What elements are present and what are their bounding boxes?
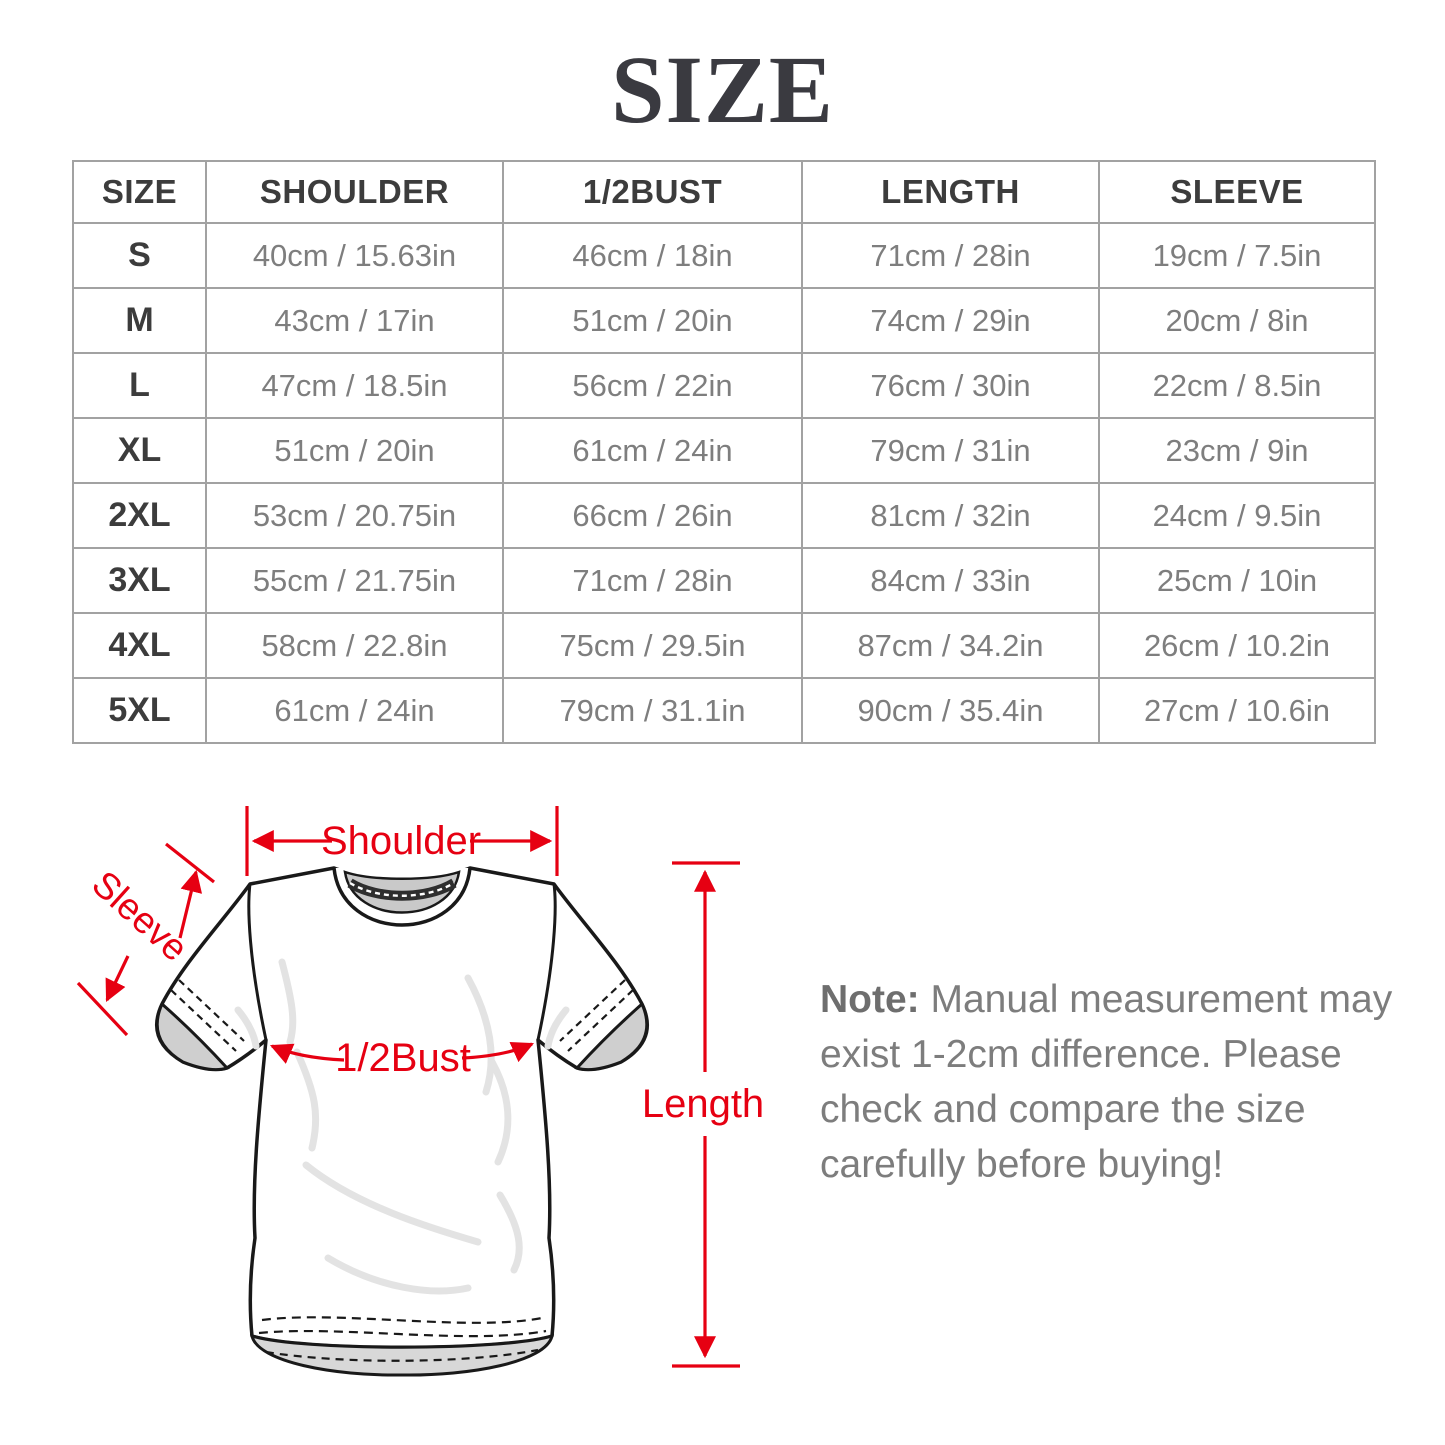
measure-cell: 55cm / 21.75in [205, 547, 504, 614]
measure-cell: 71cm / 28in [502, 547, 803, 614]
shoulder-measure: Shoulder [245, 806, 559, 876]
size-cell: 5XL [72, 677, 207, 744]
bust-label: 1/2Bust [335, 1036, 471, 1080]
size-cell: 2XL [72, 482, 207, 549]
sleeve-label: Sleeve [84, 863, 196, 969]
table-row: 3XL 55cm / 21.75in 71cm / 28in 84cm / 33in 2… [72, 547, 1376, 614]
measure-cell: 25cm / 10in [1098, 547, 1376, 614]
page-title: SIZE [611, 36, 834, 143]
tshirt-graphic [155, 866, 649, 1377]
table-row: 2XL 53cm / 20.75in 66cm / 26in 81cm / 32in 2… [72, 482, 1376, 549]
left-cuff-opening [155, 1001, 230, 1071]
length-measure: Length [642, 861, 764, 1368]
measure-cell: 53cm / 20.75in [205, 482, 504, 549]
tshirt-measurement-diagram: Shoulder Sleeve 1/2Bust Length [76, 806, 764, 1377]
measure-cell: 66cm / 26in [502, 482, 803, 549]
measure-cell: 46cm / 18in [502, 222, 803, 289]
table-row: M 43cm / 17in 51cm / 20in 74cm / 29in 20cm /… [72, 287, 1376, 354]
measure-cell: 43cm / 17in [205, 287, 504, 354]
header-sleeve: SLEEVE [1098, 160, 1376, 224]
hem-band [249, 1333, 555, 1377]
measure-cell: 87cm / 34.2in [801, 612, 1100, 679]
measure-cell: 51cm / 20in [502, 287, 803, 354]
note-line-3: check and compare the size [820, 1088, 1306, 1131]
measure-cell: 40cm / 15.63in [205, 222, 504, 289]
note-line-2: exist 1-2cm difference. Please [820, 1033, 1342, 1076]
note-line-4: carefully before buying! [820, 1143, 1224, 1186]
table-row: L 47cm / 18.5in 56cm / 22in 76cm / 30in 22cm… [72, 352, 1376, 419]
measure-cell: 76cm / 30in [801, 352, 1100, 419]
measure-cell: 79cm / 31.1in [502, 677, 803, 744]
measure-cell: 71cm / 28in [801, 222, 1100, 289]
measure-cell: 51cm / 20in [205, 417, 504, 484]
measure-cell: 20cm / 8in [1098, 287, 1376, 354]
shoulder-label: Shoulder [321, 819, 481, 863]
size-table: SIZE SHOULDER 1/2BUST LENGTH SLEEVE S 40c… [72, 160, 1376, 744]
size-cell: M [72, 287, 207, 354]
measure-cell: 23cm / 9in [1098, 417, 1376, 484]
measure-cell: 74cm / 29in [801, 287, 1100, 354]
measure-cell: 19cm / 7.5in [1098, 222, 1376, 289]
measure-cell: 56cm / 22in [502, 352, 803, 419]
header-size: SIZE [72, 160, 207, 224]
table-header-row: SIZE SHOULDER 1/2BUST LENGTH SLEEVE [72, 160, 1376, 224]
bust-measure: 1/2Bust [269, 1036, 535, 1080]
size-cell: 4XL [72, 612, 207, 679]
wrinkle-lines [234, 958, 570, 1295]
table-row: 5XL 61cm / 24in 79cm / 31.1in 90cm / 35.4in… [72, 677, 1376, 744]
table-row: 4XL 58cm / 22.8in 75cm / 29.5in 87cm / 34.2… [72, 612, 1376, 679]
size-cell: S [72, 222, 207, 289]
length-label: Length [642, 1082, 764, 1126]
measure-cell: 58cm / 22.8in [205, 612, 504, 679]
right-cuff-opening [574, 1001, 649, 1071]
measure-cell: 79cm / 31in [801, 417, 1100, 484]
header-length: LENGTH [801, 160, 1100, 224]
size-table-container: SIZE SHOULDER 1/2BUST LENGTH SLEEVE S 40c… [72, 160, 1376, 744]
measure-cell: 90cm / 35.4in [801, 677, 1100, 744]
cuff-stitches [170, 979, 634, 1052]
table-row: XL 51cm / 20in 61cm / 24in 79cm / 31in 23cm … [72, 417, 1376, 484]
size-table-body: S 40cm / 15.63in 46cm / 18in 71cm / 28in 19c… [72, 222, 1376, 744]
measure-cell: 81cm / 32in [801, 482, 1100, 549]
note-text: Note: Manual measurement may exist 1-2cm… [820, 972, 1410, 1192]
note-line-1: Note: Manual measurement may [820, 978, 1393, 1021]
size-cell: 3XL [72, 547, 207, 614]
header-bust: 1/2BUST [502, 160, 803, 224]
measure-cell: 26cm / 10.2in [1098, 612, 1376, 679]
measure-cell: 27cm / 10.6in [1098, 677, 1376, 744]
size-cell: XL [72, 417, 207, 484]
measure-cell: 84cm / 33in [801, 547, 1100, 614]
measure-cell: 61cm / 24in [205, 677, 504, 744]
measure-cell: 22cm / 8.5in [1098, 352, 1376, 419]
measure-cell: 24cm / 9.5in [1098, 482, 1376, 549]
measure-cell: 47cm / 18.5in [205, 352, 504, 419]
hem-stitches [258, 1316, 547, 1338]
size-cell: L [72, 352, 207, 419]
table-row: S 40cm / 15.63in 46cm / 18in 71cm / 28in 19c… [72, 222, 1376, 289]
measure-cell: 61cm / 24in [502, 417, 803, 484]
note-prefix: Note: [820, 978, 920, 1021]
measure-cell: 75cm / 29.5in [502, 612, 803, 679]
header-shoulder: SHOULDER [205, 160, 504, 224]
